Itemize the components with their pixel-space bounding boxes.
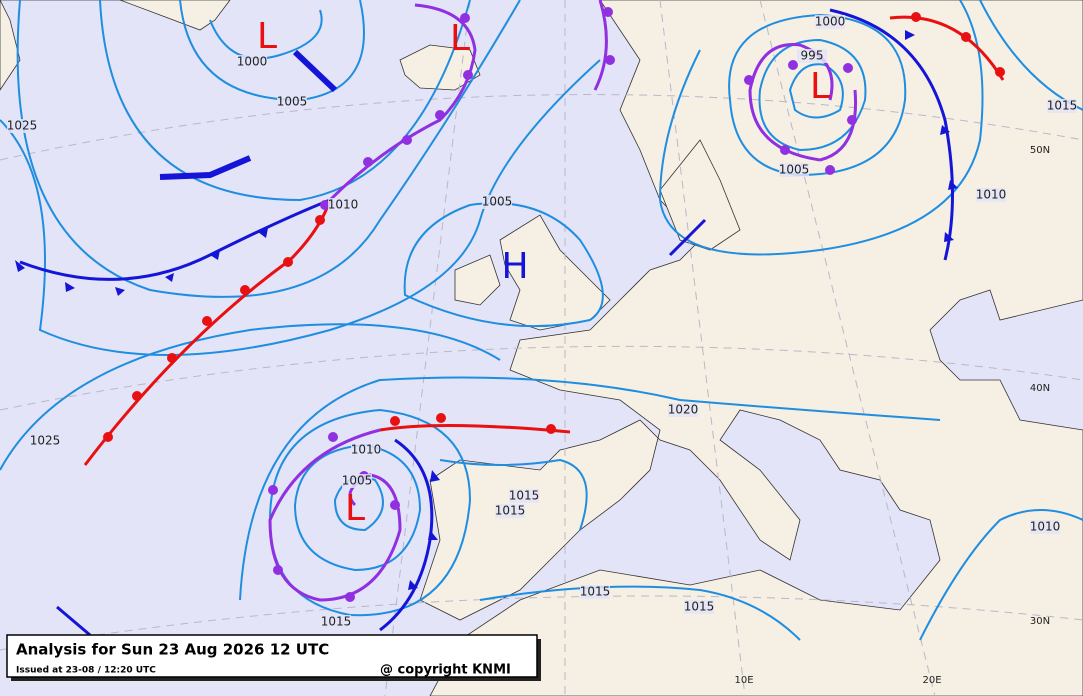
pressure-center: L xyxy=(450,18,470,59)
isobar-label-bg xyxy=(237,55,267,69)
isobar-label-bg xyxy=(321,615,351,629)
isobar-label-bg xyxy=(797,49,827,63)
isobar-label: 1015 xyxy=(495,504,526,518)
isobar-label: 1015 xyxy=(321,615,352,629)
isobar-label: 1020 xyxy=(668,403,699,417)
isobar-label: 1000 xyxy=(815,15,846,29)
graticule-label: 30N xyxy=(1030,616,1050,627)
graticule-label: 20E xyxy=(922,675,941,686)
isobar-label-bg xyxy=(815,15,845,29)
isobar-label-bg xyxy=(1047,99,1077,113)
isobar-label: 1005 xyxy=(779,163,810,177)
isobar-label: 1010 xyxy=(351,443,382,457)
isobar-label: 1015 xyxy=(580,585,611,599)
isobar-label-bg xyxy=(351,443,381,457)
isobar-label: 1005 xyxy=(482,195,513,209)
map-title: Analysis for Sun 23 Aug 2026 12 UTC xyxy=(16,641,329,659)
isobar-label: 1010 xyxy=(1030,520,1061,534)
graticule-label: 10E xyxy=(734,675,753,686)
pressure-center: H xyxy=(501,246,528,287)
isobar-label-bg xyxy=(7,119,37,133)
isobar-label-bg xyxy=(509,489,539,503)
pressure-center: L xyxy=(810,66,830,107)
isobar-label-bg xyxy=(30,434,60,448)
title-box: Analysis for Sun 23 Aug 2026 12 UTC Issu… xyxy=(6,634,541,681)
isobar-label-bg xyxy=(328,198,358,212)
isobar-label: 1005 xyxy=(277,95,308,109)
isobar-label-bg xyxy=(482,195,512,209)
isobar-label: 1000 xyxy=(237,55,268,69)
isobar-label-bg xyxy=(342,474,372,488)
isobar-label: 995 xyxy=(801,49,824,63)
isobar-label: 1015 xyxy=(684,600,715,614)
isobar-label: 1025 xyxy=(7,119,38,133)
pressure-center: L xyxy=(257,16,277,57)
issued-time: Issued at 23-08 / 12:20 UTC xyxy=(16,666,156,676)
isobar-label: 1010 xyxy=(976,188,1007,202)
isobar-label: 1015 xyxy=(509,489,540,503)
graticule-label: 50N xyxy=(1030,145,1050,156)
isobar-label-bg xyxy=(684,600,714,614)
isobar-label-bg xyxy=(779,163,809,177)
pressure-center: L xyxy=(345,488,365,529)
isobar-label: 1025 xyxy=(30,434,61,448)
isobar-label-bg xyxy=(976,188,1006,202)
isobar-label-bg xyxy=(580,585,610,599)
copyright: @ copyright KNMI xyxy=(380,663,511,678)
isobar-label: 1015 xyxy=(1047,99,1078,113)
isobar-label-bg xyxy=(277,95,307,109)
isobar-label-bg xyxy=(495,504,525,518)
graticule-label: 40N xyxy=(1030,383,1050,394)
isobar-label-bg xyxy=(668,403,698,417)
fronts xyxy=(15,0,1005,637)
isobar-label: 1010 xyxy=(328,198,359,212)
isobar-label-bg xyxy=(1030,520,1060,534)
isobar-label: 1005 xyxy=(342,474,373,488)
